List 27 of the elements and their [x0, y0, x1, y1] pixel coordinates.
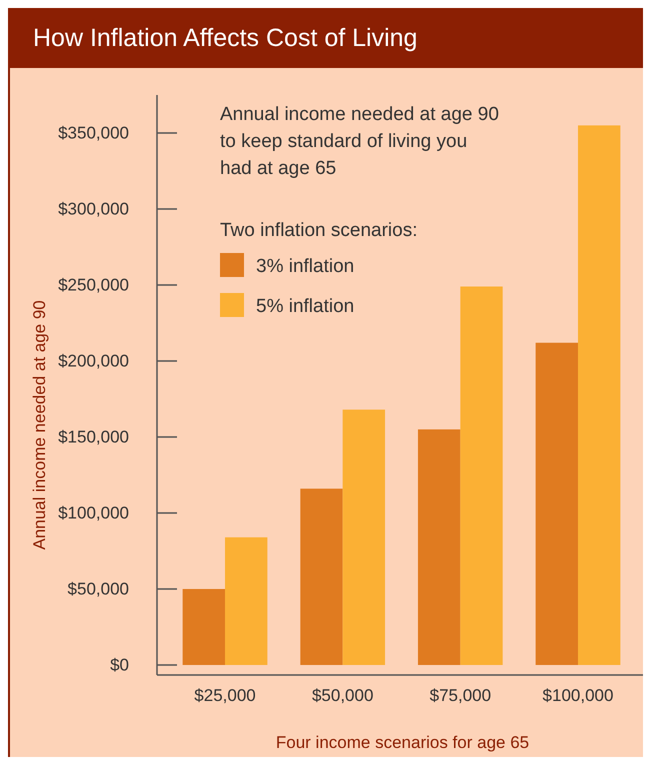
legend-label: 3% inflation — [256, 256, 354, 277]
x-tick-label: $50,000 — [312, 686, 374, 706]
chart-title: How Inflation Affects Cost of Living — [33, 24, 418, 52]
y-tick-label: $150,000 — [58, 427, 129, 446]
legend-label: 5% inflation — [256, 296, 354, 317]
legend-title: Two inflation scenarios: — [220, 220, 418, 241]
x-tick-label: $75,000 — [430, 686, 492, 706]
y-tick-label: $50,000 — [68, 579, 129, 598]
y-tick-label: $0 — [110, 655, 129, 674]
bar — [300, 488, 343, 665]
x-axis-title: Four income scenarios for age 65 — [276, 733, 530, 752]
bar — [418, 429, 460, 665]
y-tick-label: $200,000 — [58, 351, 129, 370]
y-axis-title: Annual income needed at age 90 — [30, 300, 49, 550]
bar — [578, 125, 620, 665]
bar — [342, 410, 386, 665]
x-tick-label: $100,000 — [542, 686, 614, 706]
y-tick-label: $250,000 — [58, 275, 129, 294]
bar — [182, 589, 226, 665]
x-tick-label: $25,000 — [194, 686, 256, 706]
y-tick-label: $350,000 — [58, 123, 129, 142]
bar — [225, 537, 268, 665]
y-tick-label: $300,000 — [58, 199, 129, 218]
annotation: Annual income needed at age 90 to keep standard of living you had at age 65 — [220, 104, 499, 179]
bar — [536, 342, 578, 665]
bar — [460, 286, 503, 665]
y-tick-label: $100,000 — [58, 503, 129, 522]
